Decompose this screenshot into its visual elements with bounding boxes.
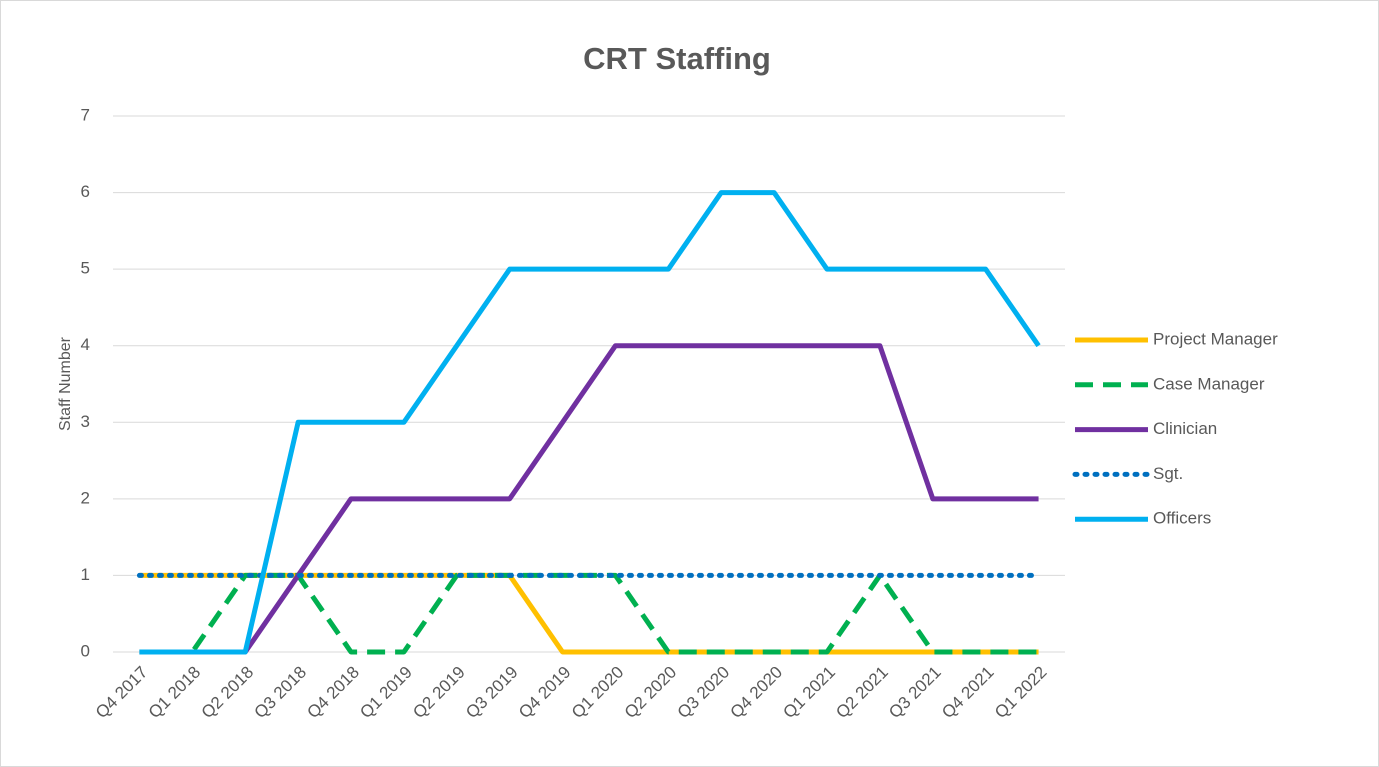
y-axis-label: Staff Number (57, 336, 74, 431)
legend-label: Case Manager (1153, 374, 1265, 393)
y-tick-label: 0 (81, 641, 90, 660)
y-tick-label: 5 (81, 259, 90, 278)
series-line (139, 190, 1041, 655)
chart-title: CRT Staffing (583, 41, 771, 76)
y-tick-label: 1 (81, 565, 90, 584)
legend-label: Sgt. (1153, 464, 1183, 483)
y-tick-label: 4 (81, 335, 90, 354)
y-tick-label: 6 (81, 182, 90, 201)
series-line (139, 343, 1039, 655)
y-tick-label: 3 (81, 412, 90, 431)
legend-label: Officers (1153, 509, 1211, 528)
legend-label: Clinician (1153, 419, 1217, 438)
y-tick-label: 7 (81, 105, 90, 124)
y-tick-label: 2 (81, 488, 90, 507)
legend-label: Project Manager (1153, 329, 1278, 348)
